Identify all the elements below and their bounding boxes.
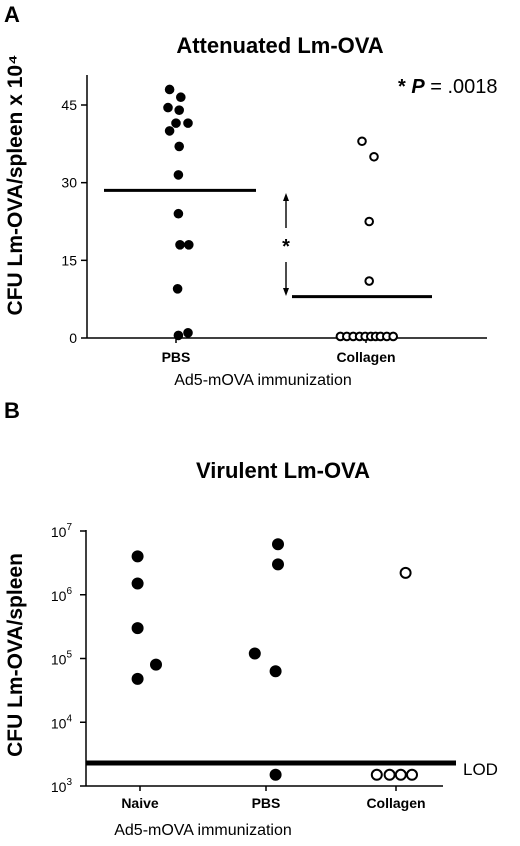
bracket-up-arrow (283, 193, 289, 201)
data-point (163, 102, 173, 113)
p-value-number: = .0018 (425, 76, 498, 98)
panel-b-x-axis-label: Ad5-mOVA immunization (114, 822, 292, 839)
p-value-p: P (411, 76, 425, 98)
panel-b-categories: Naive PBS Collagen (121, 786, 426, 811)
y-tick-label: 0 (69, 330, 77, 346)
data-point (173, 330, 184, 341)
tick-exponent: 7 (66, 522, 72, 533)
tick-exponent: 3 (66, 777, 72, 788)
category-label: PBS (162, 349, 191, 365)
data-point (171, 118, 181, 128)
panel-a-p-value: * P = .0018 (398, 76, 498, 98)
data-point (184, 240, 194, 250)
tick-base: 10 (51, 524, 67, 540)
data-point (174, 141, 184, 152)
y-tick-label: 45 (61, 97, 77, 113)
panel-a-categories: PBS Collagen (162, 338, 396, 365)
tick-exponent: 4 (66, 713, 72, 724)
panel-a: A Attenuated Lm-OVA CFU Lm-OVA/spleen x … (4, 2, 498, 389)
data-point (164, 126, 175, 136)
data-point (131, 577, 144, 590)
data-point (399, 566, 412, 579)
data-point (173, 170, 184, 180)
data-point (357, 136, 367, 147)
data-point (272, 538, 284, 551)
tick-base: 10 (51, 652, 67, 668)
panel-b-title: Virulent Lm-OVA (196, 458, 370, 483)
panel-a-y-ticks: 0 15 30 45 (61, 97, 87, 346)
y-tick-label: 107 (51, 522, 73, 540)
data-point (173, 208, 184, 219)
tick-base: 10 (51, 715, 67, 731)
data-point (364, 276, 375, 286)
data-point (164, 84, 175, 95)
data-point (369, 151, 379, 162)
panel-a-points (104, 84, 432, 342)
data-point (269, 768, 282, 781)
category-label: Naive (121, 795, 159, 811)
panel-b: B Virulent Lm-OVA CFU Lm-OVA/spleen Ad5-… (4, 398, 498, 839)
data-point (176, 92, 186, 103)
significance-star: * (282, 236, 290, 258)
panel-b-points (131, 538, 418, 781)
data-point (131, 550, 144, 563)
y-tick-label: 106 (51, 586, 73, 604)
data-point (183, 328, 193, 338)
data-point (388, 331, 399, 342)
significance-bracket: * (282, 193, 290, 296)
data-point (150, 658, 162, 671)
data-point (269, 665, 282, 678)
panel-a-title: Attenuated Lm-OVA (176, 33, 383, 58)
data-point (131, 622, 144, 635)
data-point (172, 284, 183, 294)
tick-exponent: 6 (66, 586, 72, 597)
data-point (370, 768, 383, 781)
y-tick-label: 104 (51, 713, 73, 731)
tick-exponent: 5 (66, 650, 72, 661)
data-point (383, 768, 396, 781)
panel-a-x-axis-label: Ad5-mOVA immunization (174, 372, 352, 389)
data-point (394, 768, 407, 781)
data-point (174, 105, 184, 115)
data-point (406, 768, 418, 781)
data-point (248, 647, 261, 660)
data-point (272, 558, 284, 571)
y-tick-label: 30 (61, 175, 77, 191)
data-point (131, 672, 144, 685)
panel-a-y-axis-label: CFU Lm-OVA/spleen x 10⁴ (4, 55, 27, 316)
panel-b-y-axis-label: CFU Lm-OVA/spleen (4, 553, 27, 757)
y-tick-label: 15 (61, 252, 77, 268)
panel-a-letter: A (4, 2, 20, 27)
category-label: Collagen (366, 795, 425, 811)
panel-b-letter: B (4, 398, 20, 423)
p-value-star: * (398, 76, 411, 98)
tick-base: 10 (51, 588, 67, 604)
category-label: PBS (252, 795, 281, 811)
category-label: Collagen (336, 349, 395, 365)
data-point (175, 240, 185, 250)
data-point (364, 216, 375, 227)
data-point (183, 118, 193, 128)
y-tick-label: 105 (51, 650, 73, 668)
lod-label: LOD (463, 760, 498, 779)
bracket-down-arrow (283, 288, 289, 296)
y-tick-label: 103 (51, 777, 73, 795)
tick-base: 10 (51, 779, 67, 795)
